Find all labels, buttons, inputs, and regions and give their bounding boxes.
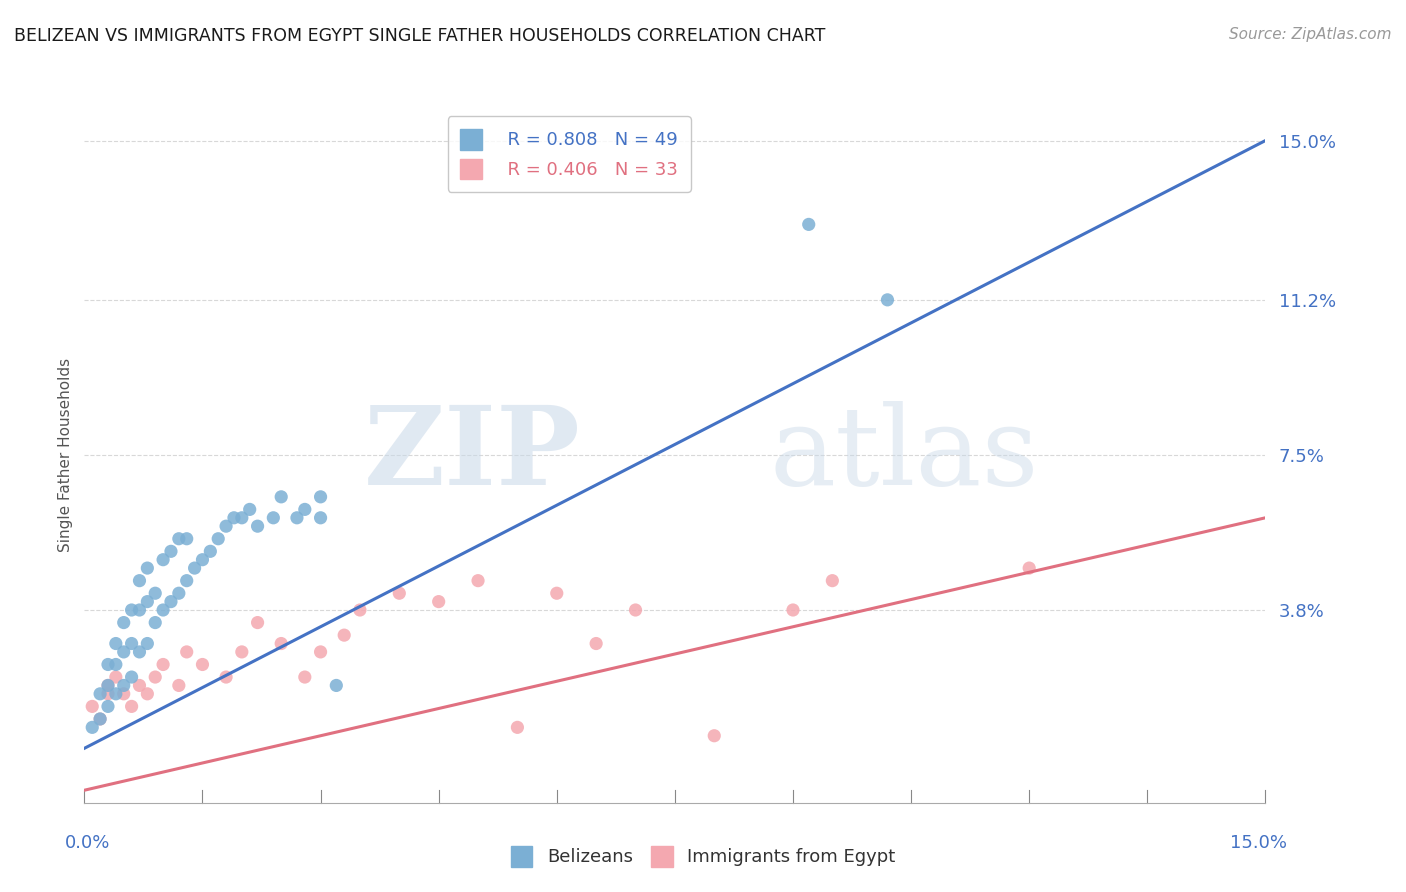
- Point: [506, 720, 529, 734]
- Text: Source: ZipAtlas.com: Source: ZipAtlas.com: [1229, 27, 1392, 42]
- Point: [104, 687, 127, 701]
- Point: [624, 603, 647, 617]
- Text: atlas: atlas: [769, 401, 1039, 508]
- Point: [270, 636, 292, 650]
- Point: [207, 532, 229, 546]
- Point: [821, 574, 844, 588]
- Point: [152, 552, 174, 566]
- Point: [136, 687, 159, 701]
- Point: [121, 699, 143, 714]
- Point: [112, 678, 135, 692]
- Point: [143, 615, 166, 630]
- Point: [143, 670, 166, 684]
- Text: 0.0%: 0.0%: [65, 834, 110, 852]
- Point: [128, 574, 150, 588]
- Text: BELIZEAN VS IMMIGRANTS FROM EGYPT SINGLE FATHER HOUSEHOLDS CORRELATION CHART: BELIZEAN VS IMMIGRANTS FROM EGYPT SINGLE…: [14, 27, 825, 45]
- Point: [797, 218, 820, 232]
- Point: [97, 657, 120, 672]
- Point: [231, 510, 253, 524]
- Point: [333, 628, 356, 642]
- Point: [112, 615, 135, 630]
- Point: [215, 670, 238, 684]
- Point: [467, 574, 489, 588]
- Point: [82, 699, 104, 714]
- Point: [104, 657, 127, 672]
- Point: [1018, 561, 1040, 575]
- Point: [215, 519, 238, 533]
- Point: [136, 636, 159, 650]
- Point: [191, 552, 214, 566]
- Point: [231, 645, 253, 659]
- Point: [294, 670, 316, 684]
- Point: [388, 586, 411, 600]
- Point: [239, 502, 262, 516]
- Point: [97, 687, 120, 701]
- Point: [270, 490, 292, 504]
- Point: [128, 603, 150, 617]
- Text: 15.0%: 15.0%: [1230, 834, 1286, 852]
- Text: ZIP: ZIP: [364, 401, 581, 508]
- Point: [167, 586, 190, 600]
- Point: [97, 678, 120, 692]
- Point: [546, 586, 568, 600]
- Point: [121, 636, 143, 650]
- Point: [309, 645, 332, 659]
- Point: [89, 687, 111, 701]
- Point: [200, 544, 222, 558]
- Point: [152, 603, 174, 617]
- Point: [97, 699, 120, 714]
- Point: [191, 657, 214, 672]
- Point: [222, 510, 245, 524]
- Point: [160, 544, 183, 558]
- Point: [121, 670, 143, 684]
- Point: [128, 645, 150, 659]
- Point: [325, 678, 347, 692]
- Point: [176, 645, 198, 659]
- Point: [160, 594, 183, 608]
- Point: [183, 561, 205, 575]
- Point: [128, 678, 150, 692]
- Point: [703, 729, 725, 743]
- Point: [285, 510, 308, 524]
- Point: [585, 636, 607, 650]
- Point: [309, 490, 332, 504]
- Point: [82, 720, 104, 734]
- Point: [112, 687, 135, 701]
- Point: [294, 502, 316, 516]
- Legend: Belizeans, Immigrants from Egypt: Belizeans, Immigrants from Egypt: [503, 838, 903, 874]
- Point: [112, 645, 135, 659]
- Point: [427, 594, 450, 608]
- Point: [876, 293, 898, 307]
- Point: [136, 561, 159, 575]
- Point: [152, 657, 174, 672]
- Point: [104, 670, 127, 684]
- Point: [349, 603, 371, 617]
- Point: [176, 532, 198, 546]
- Point: [176, 574, 198, 588]
- Point: [782, 603, 804, 617]
- Y-axis label: Single Father Households: Single Father Households: [58, 358, 73, 552]
- Legend:   R = 0.808   N = 49,   R = 0.406   N = 33: R = 0.808 N = 49, R = 0.406 N = 33: [447, 116, 690, 192]
- Point: [121, 603, 143, 617]
- Point: [104, 636, 127, 650]
- Point: [97, 678, 120, 692]
- Point: [143, 586, 166, 600]
- Point: [89, 712, 111, 726]
- Point: [309, 510, 332, 524]
- Point: [136, 594, 159, 608]
- Point: [89, 712, 111, 726]
- Point: [246, 519, 269, 533]
- Point: [167, 678, 190, 692]
- Point: [246, 615, 269, 630]
- Point: [167, 532, 190, 546]
- Point: [262, 510, 284, 524]
